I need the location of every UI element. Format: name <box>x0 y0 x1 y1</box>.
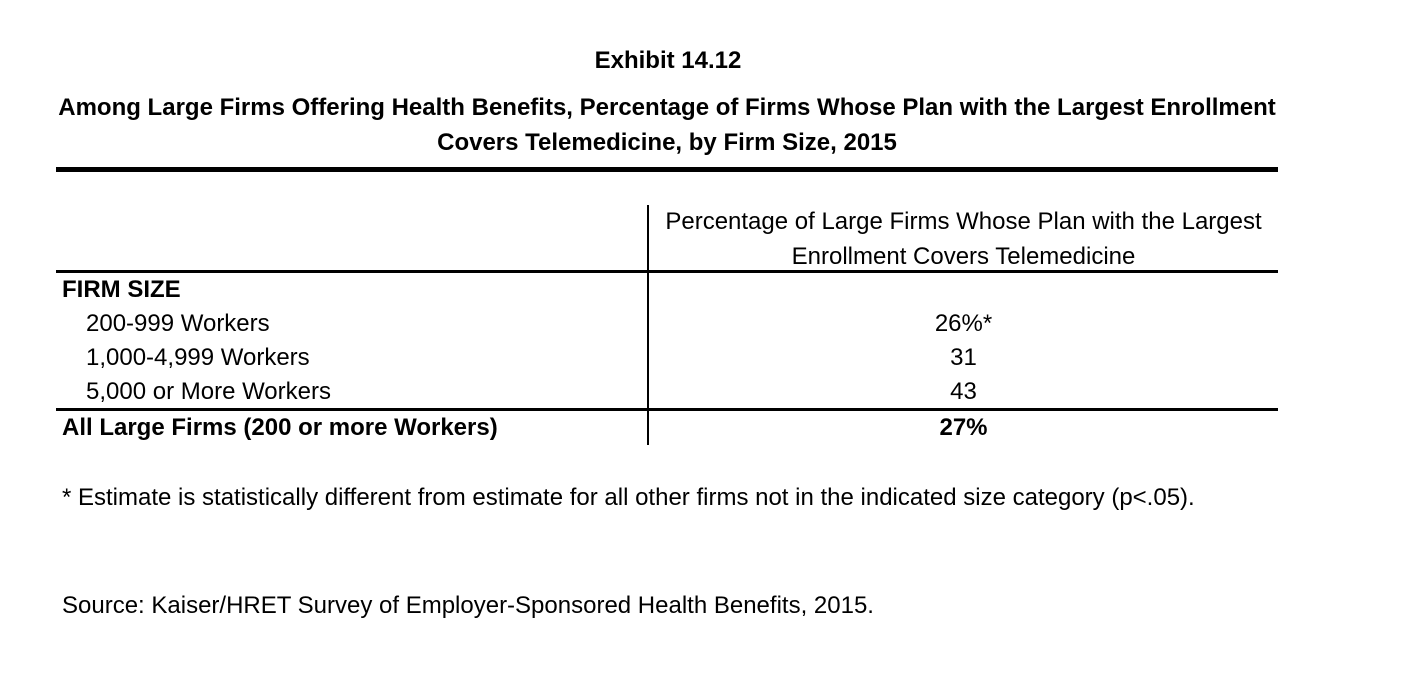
column-divider <box>647 205 649 445</box>
header-rule <box>56 270 1278 273</box>
exhibit-title: Among Large Firms Offering Health Benefi… <box>58 94 1276 156</box>
column-header: Percentage of Large Firms Whose Plan wit… <box>665 208 1262 270</box>
footnote: * Estimate is statistically different fr… <box>62 484 1195 511</box>
row-value: 43 <box>950 378 977 405</box>
top-rule <box>56 167 1278 172</box>
table-row: 1,000-4,999 Workers 31 <box>56 341 1278 375</box>
table-row: 5,000 or More Workers 43 <box>56 375 1278 409</box>
row-value: 26%* <box>934 310 993 337</box>
row-label: 200-999 Workers <box>86 310 270 337</box>
section-row: FIRM SIZE <box>56 273 1278 307</box>
total-value: 27% <box>939 414 988 441</box>
row-value: 31 <box>950 344 977 371</box>
total-rule <box>56 408 1278 411</box>
exhibit-number: Exhibit 14.12 <box>594 47 742 74</box>
total-row: All Large Firms (200 or more Workers) 27… <box>56 411 1278 445</box>
row-label: 5,000 or More Workers <box>86 378 331 405</box>
table-row: 200-999 Workers 26%* <box>56 307 1278 341</box>
total-label: All Large Firms (200 or more Workers) <box>62 414 498 441</box>
section-label: FIRM SIZE <box>62 276 181 303</box>
source-note: Source: Kaiser/HRET Survey of Employer-S… <box>62 592 874 619</box>
row-label: 1,000-4,999 Workers <box>86 344 310 371</box>
